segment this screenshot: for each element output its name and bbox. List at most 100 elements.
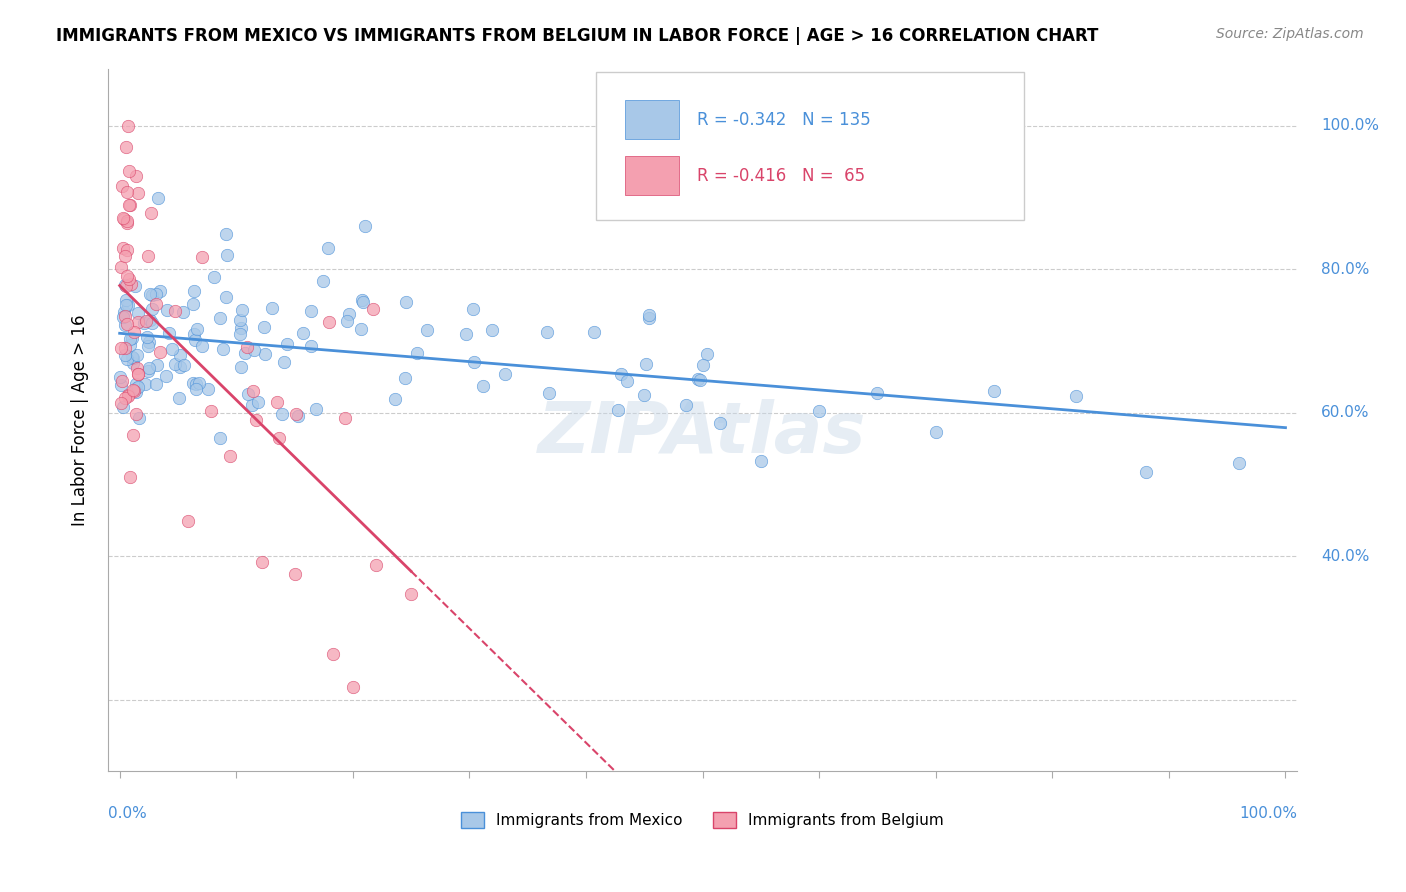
Immigrants from Belgium <box>110 341 132 355</box>
Immigrants from Mexico <box>114 277 136 292</box>
Immigrants from Belgium <box>115 244 138 258</box>
Text: 100.0%: 100.0% <box>1320 119 1379 134</box>
Immigrants from Mexico <box>675 399 697 413</box>
Immigrants from Belgium <box>114 342 136 356</box>
Immigrants from Mexico <box>638 310 661 325</box>
Immigrants from Mexico <box>136 339 159 353</box>
Text: 60.0%: 60.0% <box>1320 405 1369 420</box>
Immigrants from Mexico <box>637 309 659 323</box>
Immigrants from Mexico <box>127 348 149 362</box>
Immigrants from Belgium <box>117 389 139 403</box>
Immigrants from Mexico <box>231 302 253 317</box>
Immigrants from Belgium <box>120 277 142 291</box>
Immigrants from Belgium <box>266 394 288 409</box>
Immigrants from Belgium <box>127 315 149 329</box>
Immigrants from Mexico <box>124 279 146 293</box>
Immigrants from Mexico <box>337 307 360 321</box>
Text: 0.0%: 0.0% <box>108 806 146 822</box>
Immigrants from Mexico <box>536 325 558 339</box>
Immigrants from Mexico <box>115 293 138 307</box>
Immigrants from Belgium <box>112 211 135 225</box>
Immigrants from Belgium <box>245 413 267 427</box>
Immigrants from Mexico <box>167 391 190 405</box>
Immigrants from Belgium <box>235 340 257 354</box>
Immigrants from Mexico <box>169 359 191 374</box>
Immigrants from Mexico <box>110 378 132 392</box>
Immigrants from Mexico <box>607 403 630 417</box>
Immigrants from Mexico <box>616 374 638 388</box>
Immigrants from Mexico <box>208 310 231 325</box>
FancyBboxPatch shape <box>626 156 679 195</box>
Immigrants from Mexico <box>127 380 149 394</box>
Immigrants from Mexico <box>181 376 204 390</box>
Immigrants from Mexico <box>416 323 439 337</box>
Immigrants from Belgium <box>114 309 136 323</box>
Immigrants from Mexico <box>352 295 374 310</box>
Immigrants from Mexico <box>316 241 339 255</box>
Immigrants from Mexico <box>312 274 335 288</box>
Immigrants from Mexico <box>253 319 276 334</box>
Text: 100.0%: 100.0% <box>1239 806 1298 822</box>
Immigrants from Mexico <box>114 318 136 333</box>
Immigrants from Belgium <box>322 647 344 661</box>
Text: 80.0%: 80.0% <box>1320 262 1369 277</box>
Immigrants from Mexico <box>688 372 710 386</box>
Immigrants from Belgium <box>250 555 273 569</box>
Immigrants from Mexico <box>127 306 149 320</box>
Immigrants from Mexico <box>633 388 655 402</box>
Immigrants from Belgium <box>117 119 139 133</box>
Immigrants from Belgium <box>219 449 242 463</box>
Immigrants from Mexico <box>121 350 143 364</box>
Immigrants from Belgium <box>122 384 145 398</box>
Immigrants from Belgium <box>269 431 291 445</box>
Immigrants from Belgium <box>120 470 142 484</box>
Immigrants from Belgium <box>177 515 200 529</box>
Text: 40.0%: 40.0% <box>1320 549 1369 564</box>
Immigrants from Belgium <box>118 163 141 178</box>
Immigrants from Mexico <box>292 326 315 341</box>
Immigrants from Belgium <box>163 304 186 318</box>
Immigrants from Mexico <box>749 454 772 468</box>
Immigrants from Mexico <box>202 270 225 285</box>
Immigrants from Belgium <box>117 186 139 200</box>
Immigrants from Mexico <box>254 347 277 361</box>
Immigrants from Mexico <box>394 370 416 384</box>
Immigrants from Mexico <box>229 313 252 327</box>
Immigrants from Mexico <box>149 284 172 298</box>
Immigrants from Mexico <box>229 359 252 374</box>
Immigrants from Mexico <box>1135 466 1157 480</box>
Immigrants from Mexico <box>125 384 148 399</box>
Immigrants from Mexico <box>128 410 150 425</box>
Immigrants from Mexico <box>1227 456 1250 470</box>
Immigrants from Mexico <box>246 394 269 409</box>
Immigrants from Mexico <box>135 329 157 343</box>
Immigrants from Belgium <box>114 249 136 263</box>
Immigrants from Mexico <box>273 355 295 369</box>
Immigrants from Mexico <box>243 343 266 357</box>
Immigrants from Belgium <box>115 317 138 331</box>
Immigrants from Belgium <box>333 411 356 425</box>
Immigrants from Mexico <box>610 367 633 381</box>
Immigrants from Belgium <box>342 681 364 695</box>
Immigrants from Belgium <box>242 384 264 399</box>
Immigrants from Mexico <box>145 377 167 392</box>
Immigrants from Mexico <box>139 313 162 327</box>
Immigrants from Belgium <box>399 587 422 601</box>
Immigrants from Belgium <box>114 391 136 405</box>
Immigrants from Belgium <box>122 384 145 398</box>
Immigrants from Mexico <box>215 290 238 304</box>
Immigrants from Mexico <box>184 376 207 391</box>
Immigrants from Belgium <box>125 169 148 183</box>
Immigrants from Mexico <box>141 288 163 302</box>
Immigrants from Mexico <box>692 358 714 372</box>
Immigrants from Mexico <box>336 314 359 328</box>
Immigrants from Belgium <box>117 388 139 402</box>
Immigrants from Mexico <box>191 339 214 353</box>
Immigrants from Mexico <box>209 431 232 445</box>
Immigrants from Mexico <box>112 304 135 318</box>
Immigrants from Mexico <box>117 298 139 312</box>
Immigrants from Mexico <box>983 384 1005 399</box>
Immigrants from Belgium <box>110 260 132 275</box>
Immigrants from Belgium <box>117 268 139 283</box>
Immigrants from Mexico <box>240 398 263 412</box>
